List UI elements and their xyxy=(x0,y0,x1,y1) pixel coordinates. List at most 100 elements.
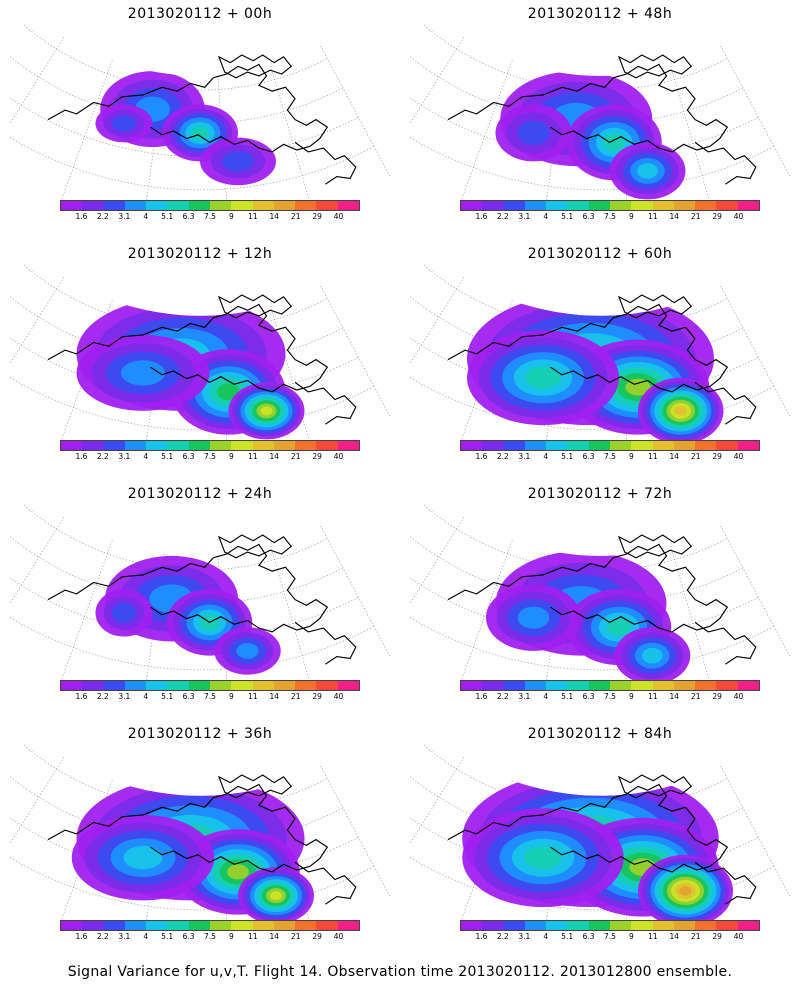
colorbar-swatch xyxy=(273,441,296,450)
colorbar-tick-label: 29 xyxy=(312,212,322,221)
colorbar-tick-label: 4 xyxy=(543,212,549,221)
colorbar-swatch xyxy=(546,201,568,210)
map-panel: 2013020112 + 36h 1.6 2.2 3.1 4 5.1 6.3 7.5 9 11 14… xyxy=(0,720,400,960)
colorbar-tick-label: 9 xyxy=(229,212,234,221)
colorbar-tick-label: 6.3 xyxy=(182,692,195,701)
colorbar-swatch xyxy=(567,681,589,690)
colorbar-swatch xyxy=(167,681,189,690)
colorbar-swatch xyxy=(295,201,317,210)
colorbar-swatch xyxy=(631,681,653,690)
forecast-map xyxy=(410,504,790,680)
colorbar-tick-label: 3.1 xyxy=(118,692,131,701)
colorbar-swatch xyxy=(482,681,504,690)
colorbar-swatch xyxy=(461,921,483,930)
colorbar-tick-label: 5.1 xyxy=(161,452,174,461)
colorbar-tick-label: 7.5 xyxy=(604,212,616,221)
colorbar-swatch xyxy=(209,921,232,930)
colorbar-swatch xyxy=(61,441,83,450)
colorbar-swatch xyxy=(146,921,168,930)
colorbar-swatch xyxy=(124,921,147,930)
colorbar-swatch xyxy=(231,441,253,450)
coastline xyxy=(47,534,357,665)
colorbar-swatch xyxy=(695,921,717,930)
colorbar-tick-label: 3.1 xyxy=(118,212,131,221)
colorbar-tick-label: 7.5 xyxy=(604,692,616,701)
colorbar xyxy=(460,920,760,931)
colorbar-ticks: 1.6 2.2 3.1 4 5.1 6.3 7.5 9 11 14 21 29 40 xyxy=(60,212,360,224)
colorbar-tick-label: 7.5 xyxy=(204,932,216,941)
variance-field xyxy=(95,71,276,186)
colorbar-swatch xyxy=(524,201,547,210)
colorbar-swatch xyxy=(82,921,104,930)
panel-title: 2013020112 + 72h xyxy=(527,486,673,502)
colorbar-swatch xyxy=(273,921,296,930)
colorbar-tick-label: 4 xyxy=(143,932,149,941)
colorbar-tick-label: 29 xyxy=(312,692,322,701)
coastline xyxy=(447,294,757,425)
colorbar-tick-label: 3.1 xyxy=(118,932,131,941)
forecast-map xyxy=(10,24,390,200)
colorbar-swatch xyxy=(503,921,525,930)
colorbar-swatch xyxy=(588,201,610,210)
colorbar-tick-label: 5.1 xyxy=(161,692,174,701)
colorbar-tick-label: 9 xyxy=(229,452,234,461)
colorbar-tick-label: 6.3 xyxy=(582,452,595,461)
colorbar-tick-label: 4 xyxy=(543,452,549,461)
colorbar-tick-label: 3.1 xyxy=(518,932,531,941)
colorbar-tick-label: 6.3 xyxy=(582,932,595,941)
colorbar-tick-label: 14 xyxy=(269,692,280,701)
variance-field xyxy=(76,296,305,440)
colorbar-tick-label: 1.6 xyxy=(475,932,488,941)
colorbar-tick-label: 2.2 xyxy=(496,692,509,701)
colorbar-tick-label: 29 xyxy=(712,932,722,941)
colorbar-swatch xyxy=(567,921,589,930)
colorbar-swatch xyxy=(482,921,504,930)
colorbar-tick-label: 21 xyxy=(690,692,701,701)
colorbar-tick-label: 11 xyxy=(248,212,258,221)
colorbar-tick-label: 29 xyxy=(712,452,722,461)
colorbar-tick-label: 4 xyxy=(143,212,149,221)
colorbar-swatch xyxy=(103,441,125,450)
colorbar-swatch xyxy=(103,681,125,690)
colorbar-tick-label: 14 xyxy=(269,452,280,461)
colorbar-swatch xyxy=(673,201,696,210)
colorbar-tick-label: 21 xyxy=(690,932,701,941)
forecast-map xyxy=(10,744,390,920)
colorbar-tick-label: 21 xyxy=(290,212,301,221)
colorbar-swatch xyxy=(716,921,738,930)
colorbar-tick-label: 11 xyxy=(248,692,258,701)
variance-field xyxy=(462,770,733,920)
colorbar-tick-label: 5.1 xyxy=(561,932,574,941)
colorbar-tick-label: 21 xyxy=(690,212,701,221)
colorbar-ticks: 1.6 2.2 3.1 4 5.1 6.3 7.5 9 11 14 21 29 40 xyxy=(60,692,360,704)
panel-title: 2013020112 + 48h xyxy=(527,6,673,22)
colorbar-swatch xyxy=(673,441,696,450)
variance-field xyxy=(71,776,314,920)
colorbar-swatch xyxy=(737,201,759,210)
colorbar-tick-label: 3.1 xyxy=(518,452,531,461)
colorbar xyxy=(460,440,760,451)
colorbar-swatch xyxy=(295,921,317,930)
colorbar-tick-label: 40 xyxy=(333,212,344,221)
colorbar-swatch xyxy=(588,921,610,930)
colorbar-tick-label: 11 xyxy=(648,692,658,701)
colorbar-tick-label: 14 xyxy=(269,212,280,221)
colorbar-swatch xyxy=(82,681,104,690)
forecast-map xyxy=(410,264,790,440)
colorbar-tick-label: 3.1 xyxy=(518,212,531,221)
colorbar-tick-label: 11 xyxy=(248,452,258,461)
colorbar-swatch xyxy=(546,921,568,930)
panel-title: 2013020112 + 12h xyxy=(127,246,273,262)
colorbar-tick-label: 40 xyxy=(733,692,744,701)
colorbar-swatch xyxy=(652,441,674,450)
colorbar-swatch xyxy=(167,921,189,930)
colorbar-tick-label: 1.6 xyxy=(475,452,488,461)
forecast-map xyxy=(410,744,790,920)
coastline xyxy=(447,774,757,905)
map-panel: 2013020112 + 00h 1.6 2.2 3.1 4 5.1 6.3 7.5 9 11 14… xyxy=(0,0,400,240)
colorbar-swatch xyxy=(316,681,338,690)
coastline xyxy=(47,54,357,185)
variance-field xyxy=(95,555,281,675)
colorbar-tick-label: 1.6 xyxy=(75,212,88,221)
colorbar-swatch xyxy=(716,201,738,210)
